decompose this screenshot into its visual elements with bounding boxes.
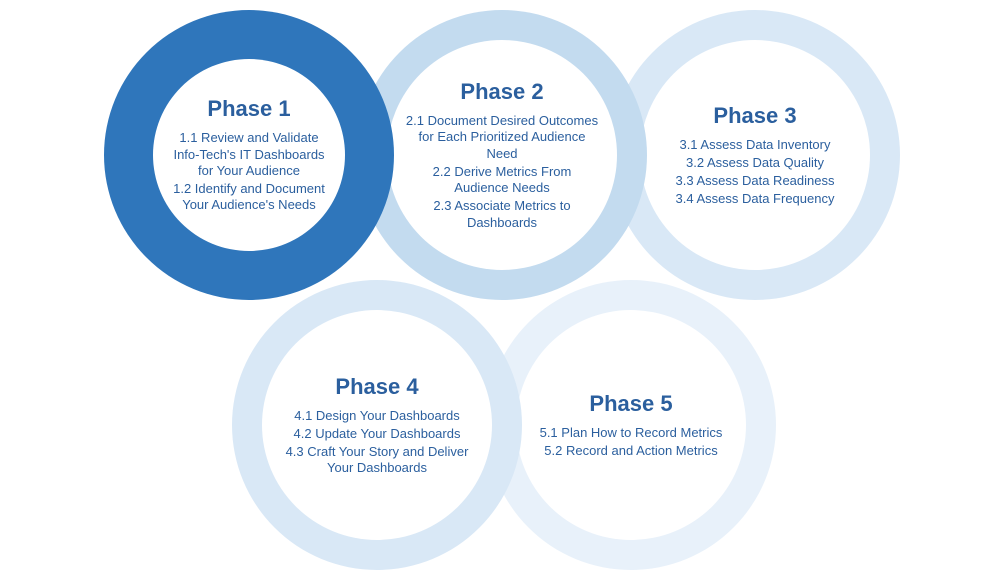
- phase-item: 3.2 Assess Data Quality: [676, 155, 835, 171]
- phase-inner-4: Phase 4 4.1 Design Your Dashboards 4.2 Upd…: [262, 310, 492, 540]
- phase-title: Phase 2: [460, 79, 543, 105]
- phase-ring-3: Phase 3 3.1 Assess Data Inventory 3.2 Asse…: [610, 10, 900, 300]
- phase-ring-2: Phase 2 2.1 Document Desired Outcomes for…: [357, 10, 647, 300]
- phase-item: 2.1 Document Desired Outcomes for Each P…: [405, 113, 599, 162]
- phase-item: 4.1 Design Your Dashboards: [280, 408, 474, 424]
- phase-items: 1.1 Review and Validate Info-Tech's IT D…: [171, 130, 327, 213]
- phase-inner-1: Phase 1 1.1 Review and Validate Info-Tech…: [153, 59, 345, 251]
- phase-diagram: Phase 1 1.1 Review and Validate Info-Tech…: [0, 0, 994, 583]
- phase-item: 1.2 Identify and Document Your Audience'…: [171, 181, 327, 214]
- phase-item: 3.3 Assess Data Readiness: [676, 173, 835, 189]
- phase-item: 4.3 Craft Your Story and Deliver Your Da…: [280, 444, 474, 477]
- phase-inner-2: Phase 2 2.1 Document Desired Outcomes for…: [387, 40, 617, 270]
- phase-inner-3: Phase 3 3.1 Assess Data Inventory 3.2 Asse…: [640, 40, 870, 270]
- phase-item: 3.1 Assess Data Inventory: [676, 137, 835, 153]
- phase-ring-4: Phase 4 4.1 Design Your Dashboards 4.2 Upd…: [232, 280, 522, 570]
- phase-title: Phase 5: [589, 391, 672, 417]
- phase-item: 5.1 Plan How to Record Metrics: [540, 425, 723, 441]
- phase-inner-5: Phase 5 5.1 Plan How to Record Metrics 5.2…: [516, 310, 746, 540]
- phase-title: Phase 4: [335, 374, 418, 400]
- phase-ring-1: Phase 1 1.1 Review and Validate Info-Tech…: [104, 10, 394, 300]
- phase-items: 2.1 Document Desired Outcomes for Each P…: [405, 113, 599, 231]
- phase-items: 3.1 Assess Data Inventory 3.2 Assess Data…: [676, 137, 835, 208]
- phase-item: 4.2 Update Your Dashboards: [280, 426, 474, 442]
- phase-items: 4.1 Design Your Dashboards 4.2 Update You…: [280, 408, 474, 477]
- phase-items: 5.1 Plan How to Record Metrics 5.2 Record…: [540, 425, 723, 460]
- phase-title: Phase 1: [207, 96, 290, 122]
- phase-item: 3.4 Assess Data Frequency: [676, 191, 835, 207]
- phase-ring-5: Phase 5 5.1 Plan How to Record Metrics 5.2…: [486, 280, 776, 570]
- phase-item: 1.1 Review and Validate Info-Tech's IT D…: [171, 130, 327, 179]
- phase-item: 2.3 Associate Metrics to Dashboards: [405, 198, 599, 231]
- phase-title: Phase 3: [713, 103, 796, 129]
- phase-item: 2.2 Derive Metrics From Audience Needs: [405, 164, 599, 197]
- phase-item: 5.2 Record and Action Metrics: [540, 443, 723, 459]
